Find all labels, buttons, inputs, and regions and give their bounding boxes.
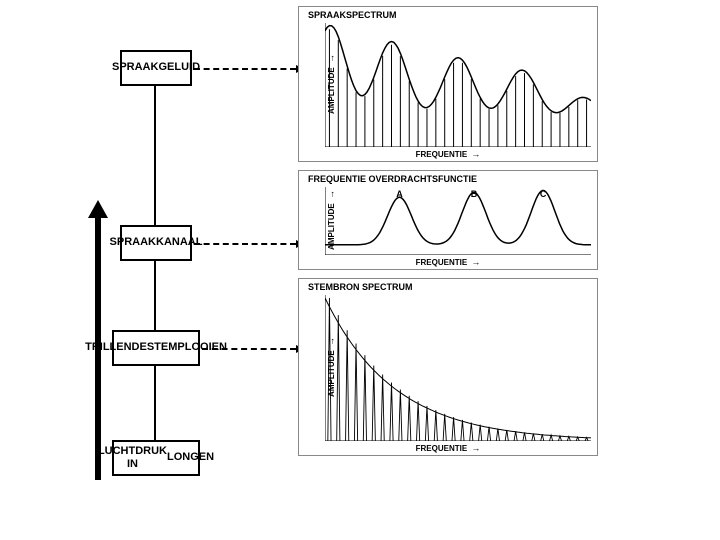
chart-stembron (325, 295, 591, 441)
connector-line (154, 366, 156, 440)
dashed-arrow-icon (194, 243, 296, 245)
panel-stembron: STEMBRON SPECTRUM AMPLITUDE → FREQUENTIE… (298, 278, 598, 456)
flow-arrow-head-icon (88, 200, 108, 218)
box-luchtdruk-longen: LUCHTDRUK INLONGEN (112, 440, 200, 476)
svg-text:A: A (396, 189, 403, 199)
panel-title: STEMBRON SPECTRUM (305, 281, 416, 293)
x-axis-label: FREQUENTIE → (416, 149, 481, 159)
panel-overdrachtsfunctie: FREQUENTIE OVERDRACHTSFUNCTIE AMPLITUDE … (298, 170, 598, 270)
chart-overdrachtsfunctie: A B C (325, 187, 591, 255)
chart-spraakspectrum (325, 23, 591, 147)
svg-text:B: B (471, 189, 478, 199)
box-trillende-stemplooien: TRILLENDESTEMPLOOIEN (112, 330, 200, 366)
box-spraak-kanaal: SPRAAKKANAAL (120, 225, 192, 261)
svg-text:C: C (540, 189, 547, 199)
panel-title: FREQUENTIE OVERDRACHTSFUNCTIE (305, 173, 480, 185)
connector-line (154, 86, 156, 225)
x-axis-label: FREQUENTIE → (416, 257, 481, 267)
panel-spraakspectrum: SPRAAKSPECTRUM AMPLITUDE → FREQUENTIE → (298, 6, 598, 162)
panel-title: SPRAAKSPECTRUM (305, 9, 400, 21)
connector-line (154, 261, 156, 330)
box-spraak-geluid: SPRAAKGELUID (120, 50, 192, 86)
dashed-arrow-icon (202, 348, 296, 350)
x-axis-label: FREQUENTIE → (416, 443, 481, 453)
dashed-arrow-icon (194, 68, 296, 70)
